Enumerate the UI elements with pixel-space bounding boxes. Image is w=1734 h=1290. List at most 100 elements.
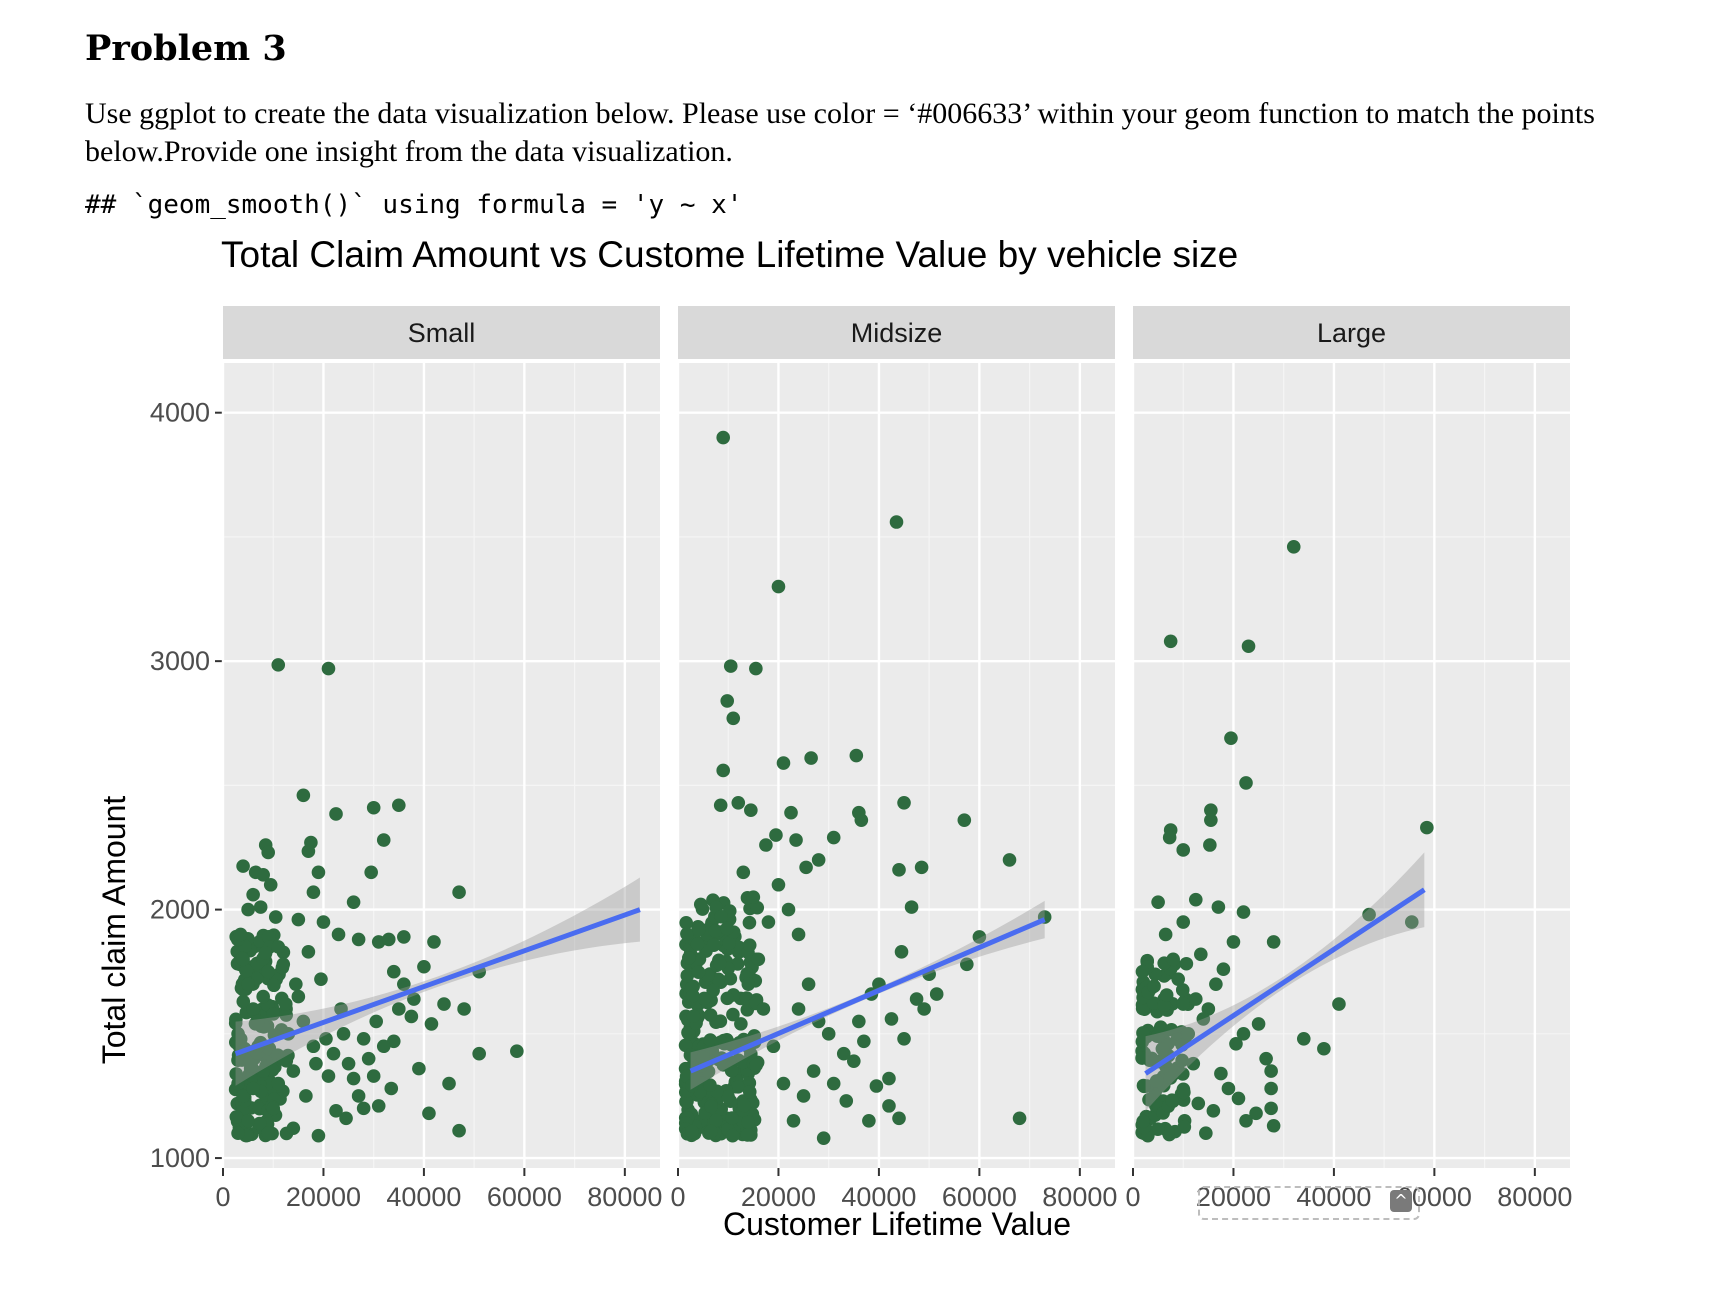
data-point (1188, 992, 1203, 1006)
data-point (791, 927, 806, 942)
data-point (1175, 1067, 1190, 1081)
smooth-line (689, 917, 1046, 1074)
data-point (1203, 838, 1217, 852)
data-point (720, 694, 735, 708)
data-point (759, 838, 773, 852)
y-tick-label: 1000 (150, 1143, 210, 1173)
data-point (261, 845, 276, 860)
data-point (766, 1039, 781, 1054)
data-point (680, 968, 695, 983)
data-point (356, 1101, 371, 1116)
facet-strip-label: Midsize (851, 318, 943, 348)
data-point (1226, 935, 1241, 949)
data-point (1158, 927, 1173, 942)
data-point (326, 1046, 341, 1061)
data-point (1135, 964, 1150, 979)
data-point (681, 1026, 696, 1041)
data-point (722, 936, 736, 950)
y-tick-label: 2000 (150, 895, 210, 925)
data-point (267, 978, 281, 993)
data-point (786, 1113, 801, 1128)
data-point (1163, 1071, 1178, 1085)
data-point (892, 863, 906, 877)
data-point (1161, 1124, 1175, 1139)
data-point (686, 988, 700, 1003)
data-point (452, 1123, 466, 1138)
data-point (686, 1009, 701, 1024)
data-point (268, 910, 283, 924)
data-point (1181, 1027, 1196, 1041)
data-point (1211, 900, 1226, 914)
data-point (256, 868, 270, 882)
data-point (713, 956, 727, 971)
data-point (263, 877, 278, 892)
data-point (709, 1113, 723, 1128)
data-point (736, 1055, 750, 1070)
data-point (1146, 996, 1161, 1010)
data-point (693, 897, 708, 912)
data-point (703, 1124, 718, 1139)
data-point (892, 1111, 906, 1126)
data-point (231, 1076, 245, 1091)
data-point (852, 1014, 866, 1029)
data-point (703, 1033, 718, 1047)
data-point (826, 830, 841, 845)
data-point (1177, 1085, 1191, 1100)
data-point (311, 1128, 326, 1143)
facet-panels: 1000 2000 3000 4000 Small 0 20000 40000 60000 800… (150, 306, 1572, 1212)
data-point (279, 1008, 293, 1022)
data-point (854, 813, 869, 827)
data-point (246, 1002, 260, 1016)
data-point (286, 1064, 301, 1078)
y-tick-label: 3000 (150, 646, 210, 676)
data-point (1179, 956, 1194, 971)
data-point (251, 1014, 265, 1029)
data-point (897, 1032, 911, 1046)
data-point (1176, 915, 1191, 929)
x-tick-label: 60000 (942, 1182, 1017, 1212)
data-point (256, 989, 270, 1004)
data-point (1159, 988, 1174, 1002)
data-point (256, 1064, 270, 1078)
data-point (233, 927, 248, 942)
facet-strip-label: Small (408, 318, 476, 348)
data-point (472, 1046, 486, 1061)
data-point (1206, 1104, 1221, 1118)
data-point (1188, 892, 1203, 907)
data-point (1176, 997, 1191, 1011)
data-point (361, 1051, 376, 1066)
data-point (889, 515, 904, 529)
data-point (1150, 1122, 1165, 1137)
data-point (246, 1081, 260, 1096)
data-point (756, 1002, 771, 1016)
data-point (1239, 1113, 1253, 1128)
smooth-line (1144, 887, 1426, 1076)
data-point (1155, 1041, 1170, 1056)
data-point (229, 1012, 243, 1027)
data-point (839, 1094, 854, 1108)
data-point (356, 1032, 371, 1046)
data-point (1147, 979, 1161, 994)
data-point (296, 788, 311, 803)
data-point (236, 1089, 250, 1103)
chevron-up-icon[interactable]: ^ (1390, 1190, 1412, 1212)
x-tick-label: 80000 (1042, 1182, 1117, 1212)
data-point (801, 977, 816, 991)
x-tick-label: 0 (1125, 1182, 1140, 1212)
data-point (376, 833, 391, 847)
data-point (897, 795, 911, 810)
data-point (789, 833, 803, 847)
data-point (364, 865, 378, 880)
data-point (1196, 1012, 1211, 1026)
data-point (957, 813, 972, 827)
data-point (734, 1017, 748, 1031)
data-point (697, 991, 712, 1006)
data-point (761, 915, 776, 929)
data-point (769, 828, 783, 842)
data-point (1175, 1053, 1189, 1068)
data-point (271, 658, 286, 672)
data-point (381, 932, 396, 947)
data-point (703, 1078, 717, 1092)
